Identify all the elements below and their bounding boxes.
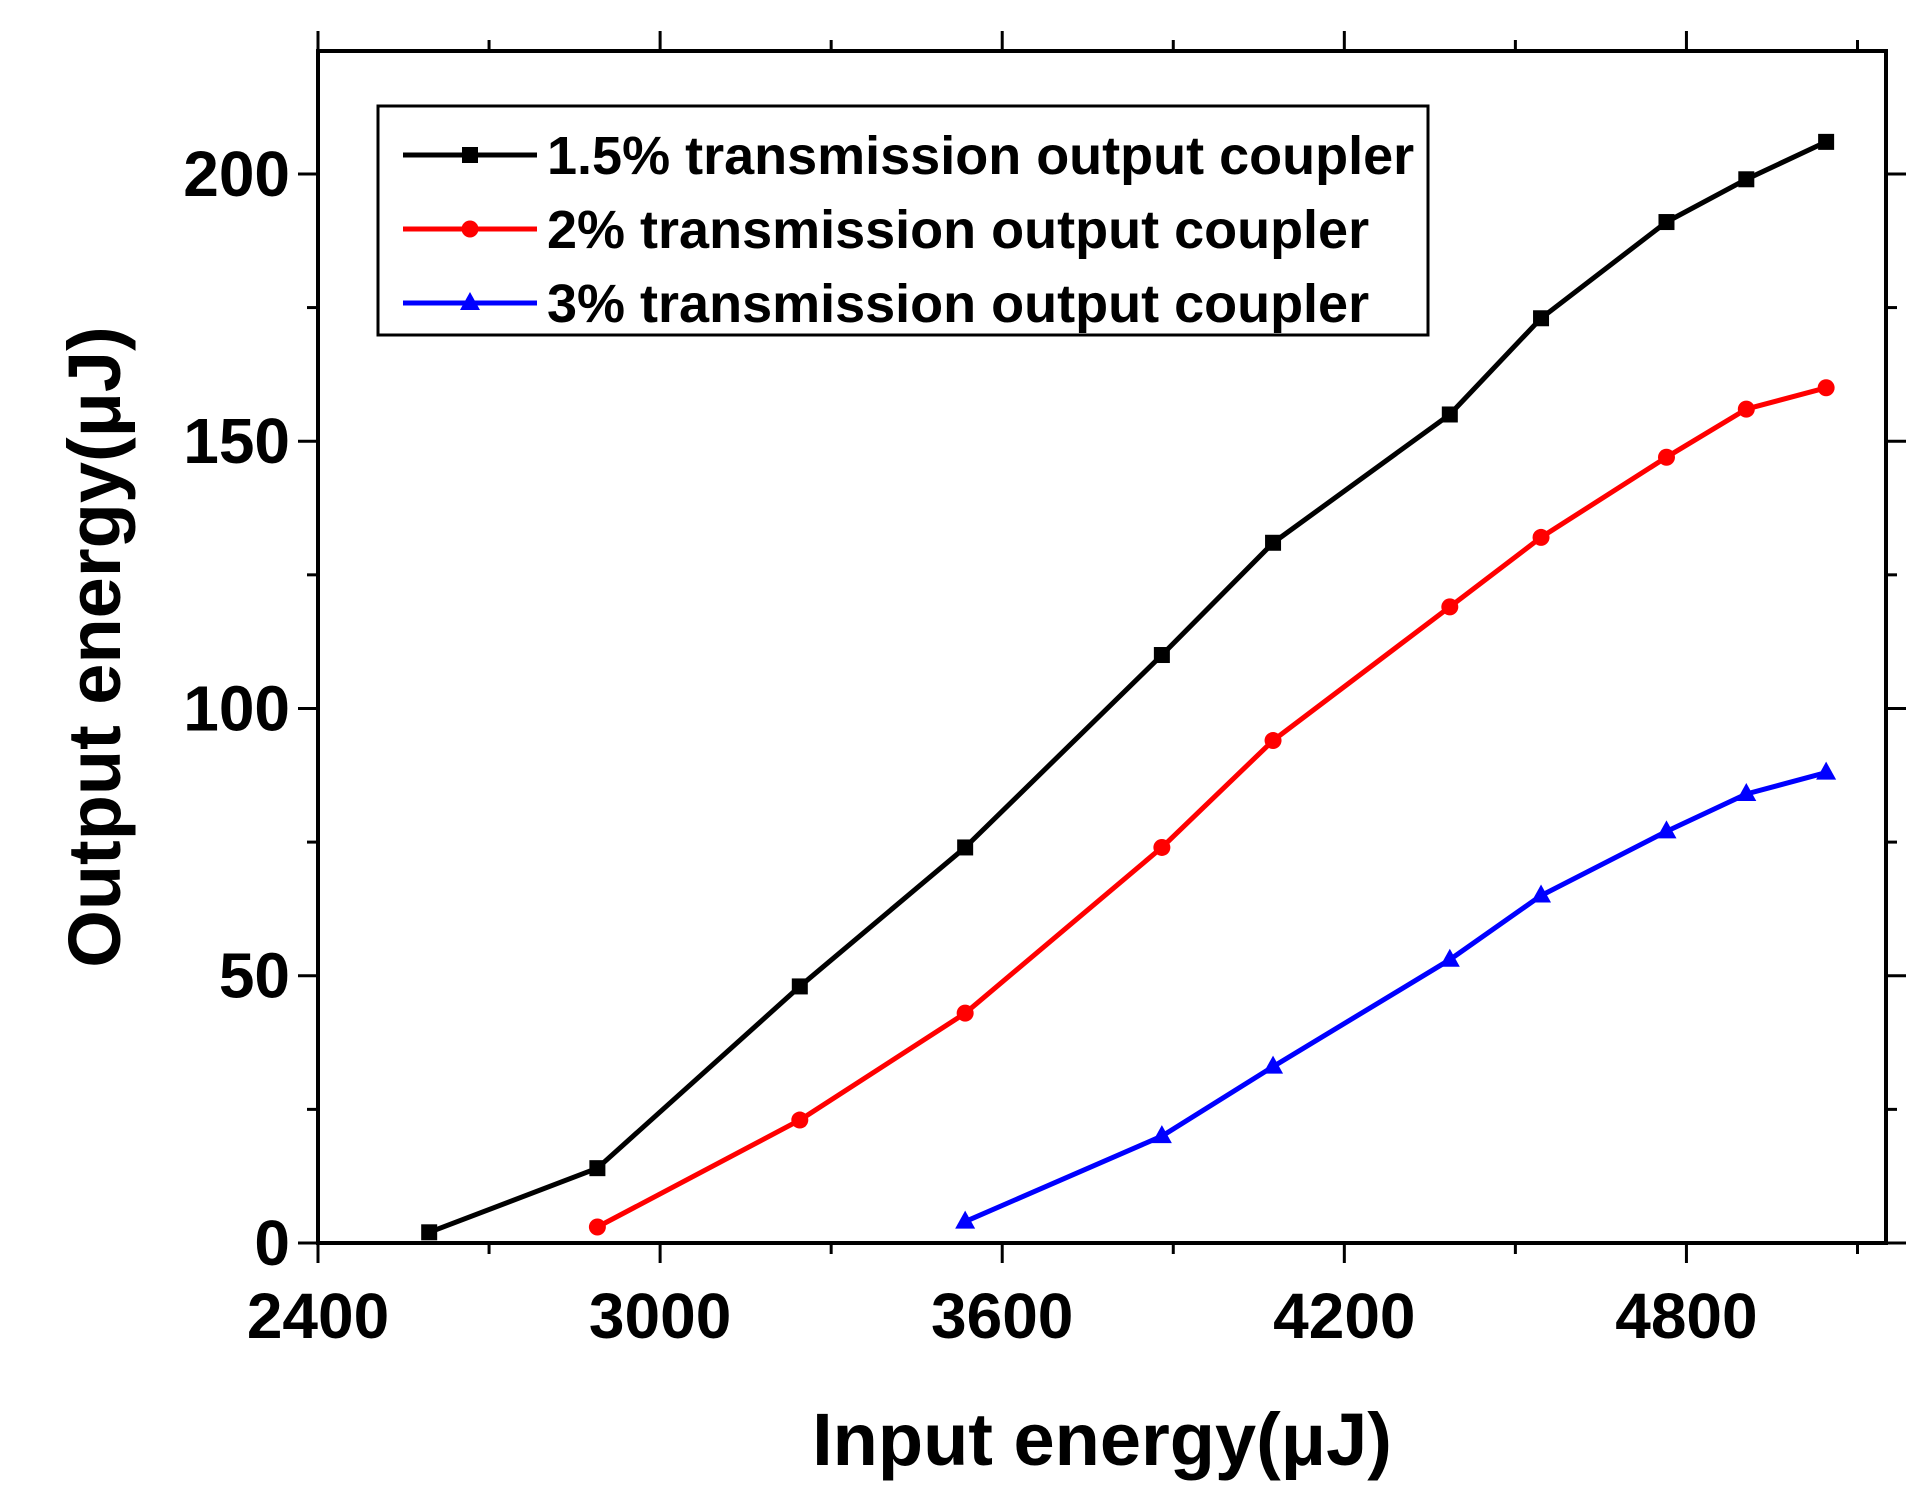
legend: 1.5% transmission output coupler 2% trans…: [376, 104, 1430, 337]
y-tick-label: 200: [183, 138, 290, 210]
data-point: [588, 1218, 606, 1236]
data-point: [1818, 133, 1835, 150]
data-point: [1263, 1055, 1284, 1074]
x-axis-title: Input energy(μJ): [812, 1398, 1392, 1481]
x-tick-label: 4800: [1615, 1280, 1757, 1352]
data-point: [1737, 400, 1755, 418]
y-tick-label: 100: [183, 672, 290, 744]
legend-marker: [461, 220, 479, 238]
data-point: [1738, 171, 1755, 188]
data-point: [1657, 448, 1675, 466]
y-tick-label: 150: [183, 405, 290, 477]
data-point: [1656, 820, 1677, 839]
data-point: [1658, 214, 1675, 231]
data-point: [1441, 406, 1458, 423]
data-point: [1532, 528, 1550, 546]
data-point: [1153, 838, 1171, 856]
data-point: [791, 978, 808, 995]
data-point: [1817, 379, 1835, 397]
x-tick-label: 3000: [589, 1280, 731, 1352]
data-point: [1441, 598, 1459, 616]
legend-marker: [460, 292, 480, 310]
series-line: [964, 770, 1827, 1224]
legend-entry: 1.5% transmission output coupler: [403, 126, 1414, 186]
data-point: [956, 1004, 974, 1022]
legend-label: 2% transmission output coupler: [547, 200, 1369, 260]
y-tick-label: 0: [254, 1207, 290, 1279]
series-3: [955, 761, 1837, 1229]
plot-frame: [316, 49, 1888, 1245]
series-line: [596, 385, 1827, 1230]
x-tick-label: 4200: [1273, 1280, 1415, 1352]
ticks-layer: 2400 3000 3600 4200 4800 0 50 100 150 200: [183, 31, 1906, 1352]
data-point: [1151, 1125, 1172, 1144]
series-1: [421, 133, 1835, 1241]
x-tick-label: 2400: [247, 1280, 389, 1352]
legend-label: 3% transmission output coupler: [547, 274, 1369, 334]
legend-entry: 2% transmission output coupler: [403, 200, 1369, 260]
data-point: [1736, 782, 1757, 801]
data-point: [421, 1224, 438, 1241]
data-point: [791, 1111, 809, 1129]
data-point: [1439, 948, 1460, 967]
data-point: [1533, 310, 1550, 327]
data-point: [1264, 732, 1282, 750]
legend-entry: 3% transmission output coupler: [403, 274, 1369, 334]
series-2: [588, 379, 1835, 1236]
data-point: [1531, 884, 1552, 903]
data-point: [1153, 647, 1170, 664]
y-axis-title: Output energy(μJ): [53, 326, 136, 967]
legend-box: [376, 104, 1430, 337]
x-tick-label: 3600: [931, 1280, 1073, 1352]
data-point: [1816, 761, 1837, 780]
legend-marker: [462, 147, 478, 163]
legend-label: 1.5% transmission output coupler: [547, 126, 1414, 186]
data-point: [955, 1210, 976, 1229]
data-point: [1265, 534, 1282, 551]
data-point: [589, 1160, 606, 1177]
data-point: [957, 839, 974, 856]
series-layer: [421, 133, 1837, 1241]
y-tick-label: 50: [219, 940, 290, 1012]
